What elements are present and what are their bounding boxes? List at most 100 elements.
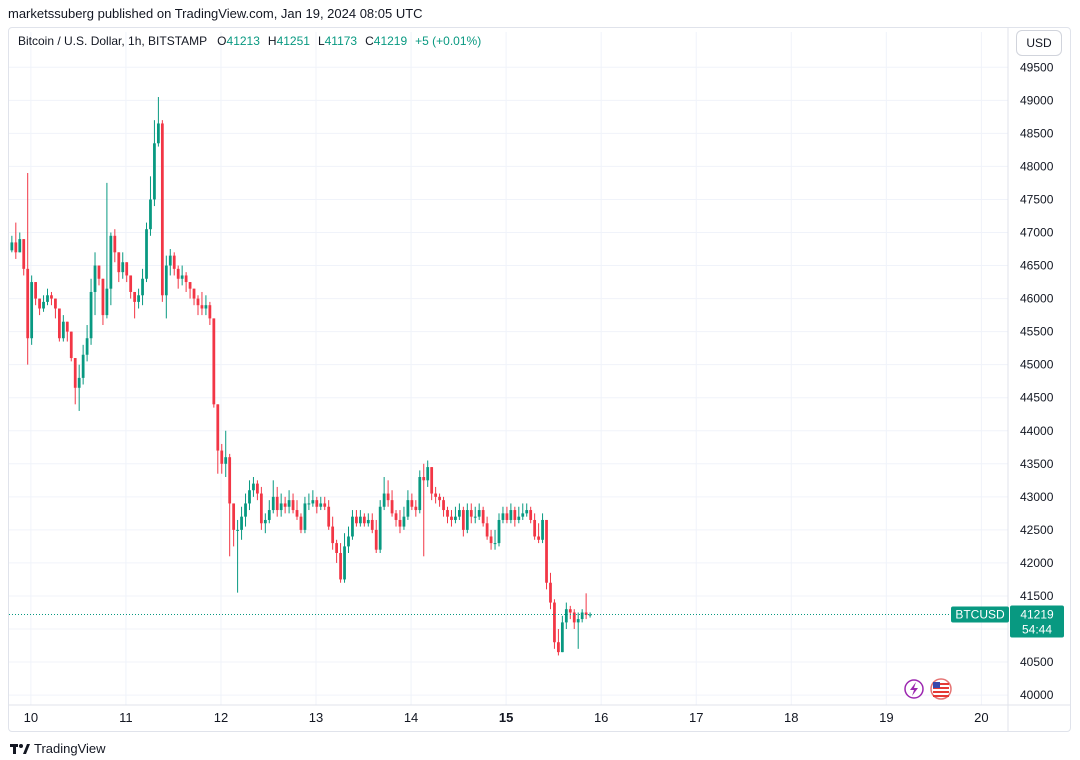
candle-body[interactable] (145, 229, 148, 279)
candle-body[interactable] (172, 255, 176, 269)
candle-body[interactable] (493, 543, 497, 545)
candle-body[interactable] (220, 450, 224, 464)
candle-body[interactable] (164, 265, 168, 296)
candle-body[interactable] (580, 612, 584, 620)
candle-body[interactable] (117, 252, 121, 273)
candle-body[interactable] (141, 278, 144, 296)
candle-body[interactable] (133, 291, 137, 302)
candle-body[interactable] (446, 510, 449, 517)
candle-body[interactable] (501, 513, 505, 520)
candle-body[interactable] (323, 503, 327, 507)
candle-body[interactable] (509, 510, 513, 520)
lightning-icon[interactable] (904, 679, 924, 699)
candle-body[interactable] (188, 282, 192, 289)
candle-body[interactable] (42, 301, 45, 309)
candle-body[interactable] (545, 519, 548, 583)
candle-body[interactable] (10, 242, 14, 251)
candle-body[interactable] (97, 265, 101, 279)
candle-body[interactable] (390, 500, 394, 514)
candle-body[interactable] (22, 239, 26, 269)
candle-body[interactable] (240, 516, 243, 530)
candle-body[interactable] (216, 404, 220, 451)
candle-body[interactable] (81, 354, 85, 378)
candle-body[interactable] (533, 519, 537, 537)
candle-body[interactable] (279, 503, 283, 511)
candle-body[interactable] (252, 483, 255, 491)
candle-body[interactable] (549, 582, 552, 603)
candle-body[interactable] (355, 516, 358, 524)
candle-body[interactable] (564, 609, 568, 623)
candle-body[interactable] (208, 305, 212, 319)
candle-body[interactable] (232, 503, 236, 530)
candle-body[interactable] (65, 321, 69, 332)
candle-body[interactable] (378, 506, 382, 550)
candle-body[interactable] (343, 546, 346, 580)
candle-body[interactable] (267, 510, 271, 520)
candle-body[interactable] (105, 288, 109, 316)
candle-body[interactable] (303, 503, 307, 530)
candle-body[interactable] (160, 123, 164, 296)
candle-body[interactable] (477, 510, 481, 517)
candle-body[interactable] (434, 493, 438, 497)
candle-body[interactable] (402, 516, 406, 527)
candle-body[interactable] (101, 278, 105, 316)
candle-body[interactable] (525, 510, 529, 514)
candle-body[interactable] (73, 358, 77, 388)
candle-body[interactable] (588, 614, 592, 616)
candle-body[interactable] (335, 543, 338, 554)
candle-body[interactable] (410, 500, 414, 507)
candle-body[interactable] (358, 516, 362, 524)
candle-body[interactable] (57, 308, 61, 339)
candle-body[interactable] (125, 262, 129, 276)
candle-body[interactable] (46, 295, 49, 302)
candle-body[interactable] (576, 619, 580, 623)
candle-body[interactable] (137, 295, 140, 302)
us-flag-icon[interactable] (930, 678, 952, 700)
candle-body[interactable] (113, 235, 117, 253)
candle-body[interactable] (54, 298, 57, 309)
candle-body[interactable] (212, 318, 216, 405)
candle-body[interactable] (442, 500, 445, 511)
candle-body[interactable] (557, 642, 560, 653)
candle-body[interactable] (287, 500, 291, 507)
candle-body[interactable] (248, 490, 251, 504)
candle-body[interactable] (50, 295, 53, 299)
candle-body[interactable] (418, 477, 422, 511)
candle-body[interactable] (362, 516, 366, 524)
candle-body[interactable] (196, 298, 200, 306)
candle-body[interactable] (331, 526, 335, 544)
tradingview-logo[interactable]: TradingView (10, 741, 106, 756)
candle-body[interactable] (228, 457, 232, 504)
candle-body[interactable] (481, 510, 485, 524)
candle-body[interactable] (461, 510, 465, 530)
candle-body[interactable] (497, 519, 501, 544)
candle-body[interactable] (184, 275, 188, 283)
candle-body[interactable] (200, 305, 204, 309)
candle-body[interactable] (465, 510, 469, 530)
candle-body[interactable] (61, 321, 65, 339)
candle-body[interactable] (204, 305, 208, 309)
candle-body[interactable] (256, 483, 259, 494)
candle-body[interactable] (469, 510, 473, 517)
candle-body[interactable] (93, 265, 97, 292)
candle-body[interactable] (307, 503, 311, 505)
candle-body[interactable] (69, 331, 73, 359)
candle-body[interactable] (315, 500, 319, 507)
candle-body[interactable] (34, 282, 38, 299)
candle-body[interactable] (192, 288, 196, 299)
candle-body[interactable] (521, 513, 525, 517)
candle-body[interactable] (85, 338, 89, 355)
candle-body[interactable] (537, 536, 540, 540)
candle-body[interactable] (259, 493, 263, 524)
candle-body[interactable] (366, 519, 370, 524)
candle-body[interactable] (153, 143, 156, 200)
candle-body[interactable] (18, 239, 22, 253)
candle-body[interactable] (299, 516, 303, 530)
candle-body[interactable] (291, 500, 295, 511)
candle-body[interactable] (517, 516, 521, 520)
candle-body[interactable] (168, 255, 172, 266)
candle-body[interactable] (275, 496, 279, 511)
candle-body[interactable] (374, 529, 378, 550)
candle-body[interactable] (438, 496, 441, 501)
